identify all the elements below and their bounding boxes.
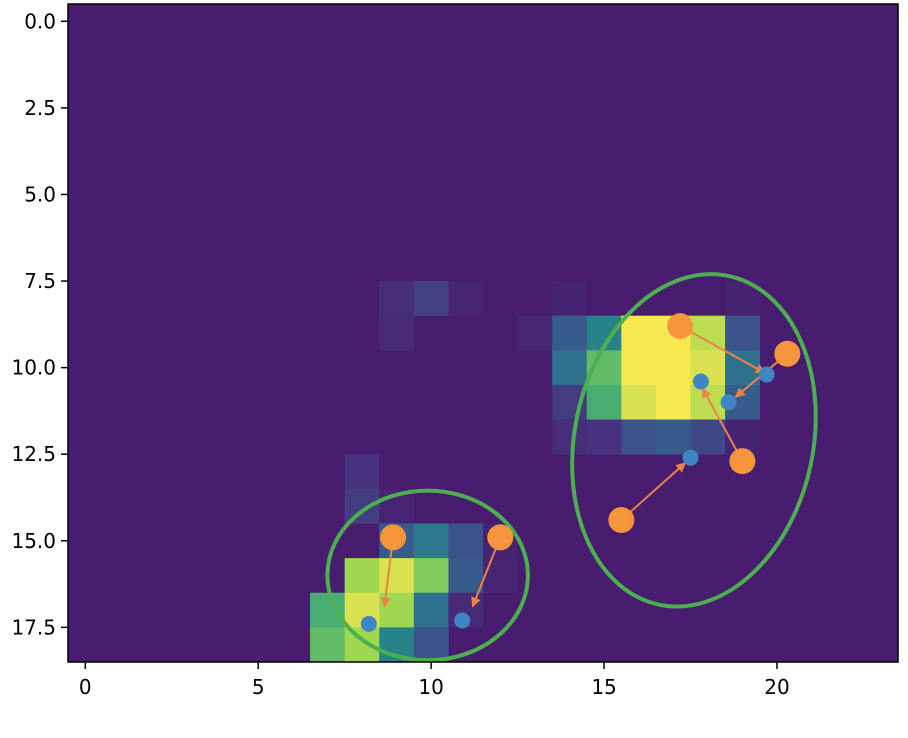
heatmap-cell: [655, 350, 691, 386]
heatmap-cell: [655, 419, 691, 455]
heatmap-cell: [655, 384, 691, 420]
heatmap-cell: [379, 315, 415, 351]
heatmap-cell: [413, 558, 449, 594]
heatmap-cell: [344, 627, 380, 662]
heatmap-cell: [413, 627, 449, 662]
heatmap-cell: [690, 384, 726, 420]
x-tick-label: 5: [252, 675, 265, 699]
heatmap-cell: [552, 281, 588, 316]
orange-point: [608, 507, 635, 534]
heatmap-cell: [552, 350, 588, 386]
blue-point: [692, 373, 709, 390]
blue-point: [758, 366, 775, 383]
heatmap-cell: [379, 592, 415, 628]
y-tick-label: 12.5: [11, 442, 56, 466]
blue-point: [360, 615, 377, 632]
cluster-ellipse: [570, 272, 818, 609]
heatmap-cell: [413, 592, 449, 628]
heatmap-cell: [448, 558, 484, 594]
y-tick-label: 15.0: [11, 529, 56, 553]
heatmap-cell: [310, 627, 345, 662]
heatmap-cell: [621, 350, 657, 386]
x-tick-label: 20: [764, 675, 789, 699]
heatmap-cell: [621, 419, 657, 455]
heatmap-cell: [586, 384, 622, 420]
heatmap-cell: [344, 454, 380, 490]
x-tick-label: 10: [418, 675, 443, 699]
blue-point: [682, 449, 699, 466]
heatmap-cell: [621, 384, 657, 420]
blue-point: [454, 612, 471, 629]
plot-frame: [67, 3, 899, 663]
heatmap-cell: [690, 315, 726, 351]
axes: 0 5 10 15 20 0.0 2.5 5.0 7.5 10.0 12.5 15.0 17.5: [11, 9, 789, 699]
y-tick-label: 10.0: [11, 356, 56, 380]
heatmap-cell: [379, 558, 415, 594]
heatmap-cell: [483, 558, 518, 594]
heatmap-cell: [344, 488, 380, 524]
heatmap-cell: [690, 419, 726, 455]
y-tick-label: 17.5: [11, 615, 56, 639]
y-tick-label: 7.5: [24, 269, 56, 293]
heatmap-cell: [586, 419, 622, 455]
y-tick-label: 2.5: [24, 96, 56, 120]
orange-point: [380, 524, 407, 551]
heatmap-cell: [310, 592, 345, 628]
heatmap-cell: [413, 281, 449, 316]
orange-point: [774, 340, 801, 367]
heatmap-cell: [621, 315, 657, 351]
y-tick-label: 5.0: [24, 182, 56, 206]
orange-point: [729, 448, 756, 475]
x-tick-label: 0: [79, 675, 92, 699]
overlay-marks: [325, 272, 818, 662]
displacement-arrow: [679, 325, 766, 374]
orange-point: [667, 313, 694, 340]
blue-point: [720, 394, 737, 411]
heatmap-cell: [448, 523, 484, 559]
heatmap-cell: [552, 419, 588, 455]
heatmap-cell: [517, 315, 553, 351]
heatmap-cell: [725, 315, 760, 351]
heatmap-cell: [448, 281, 484, 316]
orange-point: [487, 524, 514, 551]
heatmap-cell: [344, 558, 380, 594]
displacement-arrow: [620, 462, 687, 521]
cluster-ellipse: [325, 488, 530, 662]
displacement-arrow: [701, 387, 744, 462]
y-tick-label: 0.0: [24, 9, 56, 33]
heatmap-cell: [379, 281, 415, 316]
heatmap-cell: [413, 523, 449, 559]
heatmap-cell: [552, 315, 588, 351]
x-tick-label: 15: [591, 675, 616, 699]
